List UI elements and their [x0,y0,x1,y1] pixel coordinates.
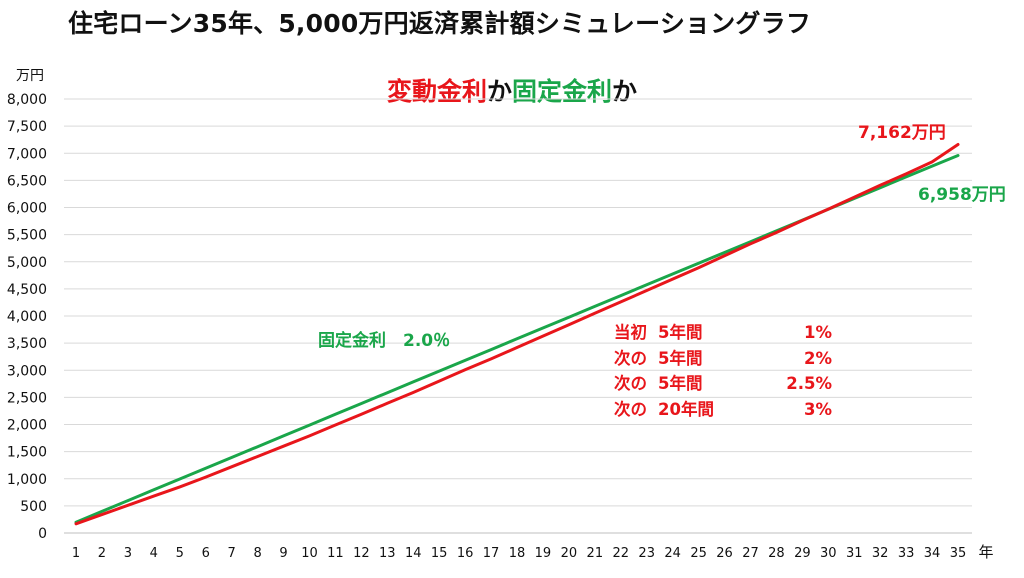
x-tick-label: 5 [176,546,184,561]
x-tick-label: 34 [924,546,941,561]
variable-end-label: 7,162万円 [858,123,946,143]
page-title: 住宅ローン35年、5,000万円返済累計額シミュレーショングラフ [68,9,812,38]
variable-rate-series-line [74,143,960,526]
x-tick-label: 24 [664,546,681,561]
x-tick-label: 2 [98,546,106,561]
y-tick-label: 6,000 [7,201,47,217]
rate-schedule-period: 20年間 [658,399,714,419]
x-tick-label: 32 [872,546,889,561]
series-lines [74,143,960,526]
x-tick-label: 30 [820,546,837,561]
rate-schedule-row: 次の 5年間 2% [614,346,832,372]
rate-schedule-label: 次の [614,374,647,393]
rate-schedule-label: 当初 [614,323,647,342]
subtitle-connector-2: か [612,77,638,106]
x-tick-label: 8 [253,546,261,561]
x-tick-label: 25 [690,546,707,561]
rate-schedule-rate: 1% [803,323,832,342]
grid-lines [64,98,972,534]
rate-schedule-period: 5年間 [658,348,703,368]
x-tick-label: 17 [483,546,500,561]
x-tick-label: 15 [431,546,448,561]
x-tick-label: 4 [150,546,158,561]
rate-schedule-rate: 2% [803,348,832,368]
x-tick-label: 31 [846,546,863,561]
x-tick-label: 6 [202,546,210,561]
subtitle-variable-rate: 変動金利 [386,77,487,106]
variable-rate-schedule: 当初 5年間 1% 次の 5年間 2% 次の 5年間 2.5% 次の 20年間 3% [614,320,832,422]
x-tick-label: 26 [716,546,733,561]
x-tick-label: 29 [794,546,811,561]
y-tick-label: 1,500 [7,445,47,461]
y-tick-label: 8,000 [7,92,47,108]
chart-subtitle: 変動金利か固定金利か [0,72,1024,108]
y-tick-label: 7,000 [7,146,47,162]
x-tick-label: 7 [228,546,236,561]
rate-schedule-label: 次の [614,348,647,368]
y-tick-label: 4,500 [7,282,47,298]
y-tick-label: 0 [38,526,47,542]
x-tick-label: 33 [898,546,915,561]
y-tick-label: 2,000 [7,418,47,434]
rate-schedule-rate: 3% [803,399,832,419]
rate-schedule-period: 5年間 [658,323,703,342]
x-tick-label: 22 [612,546,629,561]
x-tick-label: 1 [72,546,80,561]
x-tick-label: 12 [353,546,370,561]
x-tick-label: 19 [535,546,552,561]
rate-schedule-period: 5年間 [658,374,703,393]
x-tick-label: 13 [379,546,396,561]
x-tick-label: 11 [327,546,344,561]
subtitle-connector-1: か [486,77,512,106]
fixed-end-label: 6,958万円 [918,185,1006,205]
x-tick-label: 27 [742,546,759,561]
y-tick-label: 3,500 [7,336,47,352]
rate-schedule-label: 次の [614,399,647,419]
x-tick-label: 28 [768,546,785,561]
y-axis-label: 万円 [16,68,44,84]
subtitle-fixed-rate: 固定金利 [512,77,613,106]
y-tick-label: 2,500 [7,390,47,406]
rate-schedule-rate: 2.5% [786,374,832,393]
x-tick-label: 10 [301,546,318,561]
rate-schedule-row: 次の 5年間 2.5% [614,371,832,397]
x-axis-ticks: 1 2 3 4 5 6 7 8 9 10 11 12 13 14 15 16 17 18 19 20 21 22 23 24 2… [72,546,966,561]
rate-schedule-row: 当初 5年間 1% [614,320,832,346]
rate-schedule-row: 次の 20年間 3% [614,397,832,423]
y-tick-label: 4,000 [7,309,47,325]
x-tick-label: 35 [950,546,967,561]
x-tick-label: 21 [587,546,604,561]
y-tick-label: 5,000 [7,255,47,271]
x-tick-label: 16 [457,546,474,561]
y-tick-label: 1,000 [7,472,47,488]
x-tick-label: 20 [561,546,578,561]
fixed-rate-annotation: 固定金利 2.0％ [318,331,451,351]
y-tick-label: 5,500 [7,228,47,244]
y-tick-label: 3,000 [7,363,47,379]
x-tick-label: 23 [638,546,655,561]
x-tick-label: 3 [124,546,132,561]
x-tick-label: 18 [509,546,526,561]
y-tick-label: 7,500 [7,119,47,135]
y-tick-label: 6,500 [7,173,47,189]
y-tick-label: 500 [20,499,47,515]
y-axis-ticks: 0 500 1,000 1,500 2,000 2,500 3,000 3,500 4,000 4… [7,92,47,542]
x-tick-label: 14 [405,546,422,561]
x-axis-label: 年 [978,543,993,561]
x-tick-label: 9 [279,546,287,561]
